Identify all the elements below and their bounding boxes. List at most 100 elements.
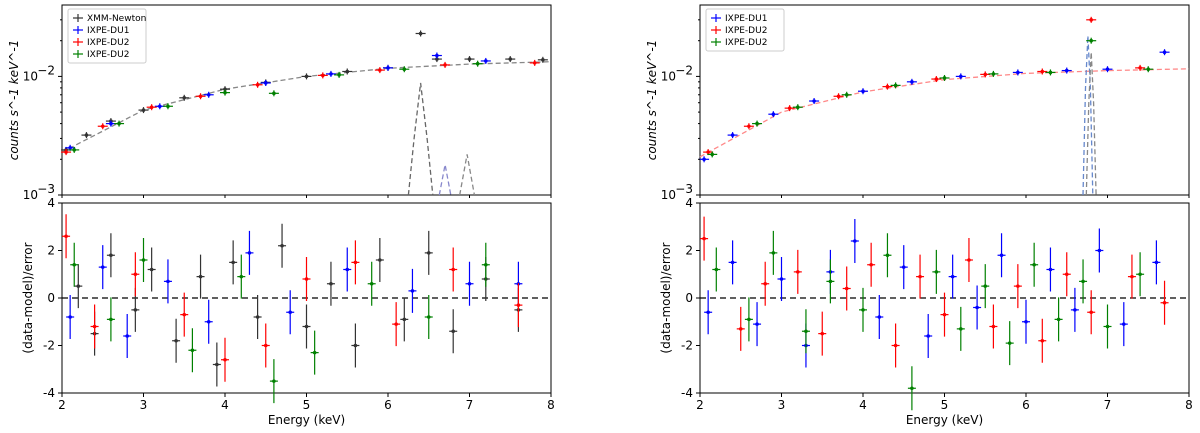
residual-point-point xyxy=(885,253,890,258)
data-point-point xyxy=(484,59,488,63)
residual-point-point xyxy=(272,379,276,383)
data-point-point xyxy=(836,94,841,99)
data-point-point xyxy=(541,58,545,62)
xtick-label: 6 xyxy=(1022,398,1030,412)
residual-point-point xyxy=(182,312,187,317)
residual-point-point xyxy=(223,357,227,362)
residual-point-point xyxy=(231,260,235,265)
residuals-ixpe-du2 xyxy=(62,214,523,382)
data-point-point xyxy=(787,106,792,110)
ytick-exponent: −3 xyxy=(675,182,693,196)
data-point-point xyxy=(710,152,715,157)
residual-point-point xyxy=(942,312,947,317)
residual-point-point xyxy=(1089,310,1093,315)
residual-point-point xyxy=(451,267,456,272)
legend-entry: XMM-Newton xyxy=(87,14,146,24)
residual-point-point xyxy=(100,265,105,269)
residuals-xmm-newton xyxy=(74,223,523,387)
residual-point-point xyxy=(288,310,293,315)
residual-point-point xyxy=(950,274,955,279)
data-point-point xyxy=(1048,70,1053,75)
residual-point-point xyxy=(484,262,488,267)
series-ixpe-du2 xyxy=(703,16,1146,156)
xtick-label: 7 xyxy=(466,398,474,412)
residual-point-point xyxy=(1138,272,1142,277)
data-point-point xyxy=(532,61,537,65)
data-point-point xyxy=(1105,67,1110,72)
data-point-point xyxy=(1089,18,1093,22)
legend-entry: IXPE-DU2 xyxy=(725,26,767,36)
data-point-point xyxy=(100,124,105,129)
residual-point-point xyxy=(1048,267,1053,272)
data-point-point xyxy=(64,150,68,154)
residuals-ixpe-du1 xyxy=(704,219,1161,368)
data-point-point xyxy=(402,67,407,72)
ytick-label: 0 xyxy=(685,291,693,305)
ytick-label: -4 xyxy=(681,386,693,400)
model-line-6.4 xyxy=(407,82,434,196)
residual-point-point xyxy=(76,284,81,288)
residual-point-point xyxy=(714,267,719,272)
xtick-label: 2 xyxy=(58,398,66,412)
residual-point-point xyxy=(763,281,767,286)
xtick-label: 8 xyxy=(547,398,555,412)
legend-entry: IXPE-DU1 xyxy=(725,14,767,24)
legend-frame xyxy=(67,8,147,64)
residual-point-point xyxy=(747,317,751,322)
residual-point-point xyxy=(426,315,431,319)
xtick-label: 4 xyxy=(859,398,867,412)
data-point-point xyxy=(321,73,325,78)
residual-point-point xyxy=(312,350,317,355)
residual-point-point xyxy=(1130,274,1134,279)
residual-point-point xyxy=(109,317,113,322)
data-point-point xyxy=(84,133,89,137)
residual-point-point xyxy=(198,274,203,279)
data-point-point xyxy=(1138,66,1142,70)
data-point-point xyxy=(991,72,996,76)
data-point-point xyxy=(198,94,203,99)
ytick-label: 10 xyxy=(661,188,676,202)
data-point-point xyxy=(345,69,350,74)
data-point-point xyxy=(893,83,898,88)
residual-point-point xyxy=(738,327,743,331)
residual-point-point xyxy=(109,253,113,258)
ytick-label: 10 xyxy=(23,188,38,202)
xtick-label: 5 xyxy=(941,398,949,412)
residual-point-point xyxy=(959,327,963,331)
residual-point-point xyxy=(999,253,1004,258)
data-point-point xyxy=(378,68,382,72)
residual-point-point xyxy=(1162,300,1167,305)
data-point-point xyxy=(730,133,735,137)
residual-point-point xyxy=(1097,248,1102,253)
xtick-label: 2 xyxy=(696,398,704,412)
residual-point-point xyxy=(402,317,407,322)
residual-point-point xyxy=(844,286,849,291)
residual-point-point xyxy=(991,324,996,329)
xtick-label: 8 xyxy=(1185,398,1193,412)
model-line-7.0 xyxy=(459,154,476,196)
legend-entry: IXPE-DU2 xyxy=(87,38,129,48)
legend-entry: IXPE-DU2 xyxy=(87,50,129,60)
ytick-label: 2 xyxy=(47,244,55,258)
residual-point-point xyxy=(133,308,138,312)
series-ixpe-du1 xyxy=(65,52,491,151)
legend: XMM-Newton IXPE-DU1 IXPE-DU2 IXPE-DU2 xyxy=(67,8,147,64)
data-point-point xyxy=(1040,69,1045,74)
data-point-point xyxy=(418,31,423,36)
data-point-point xyxy=(182,96,187,100)
legend-entry: IXPE-DU2 xyxy=(725,38,767,48)
data-point-point xyxy=(304,74,309,79)
residual-point-point xyxy=(910,386,914,391)
residual-point-point xyxy=(149,267,154,272)
residual-point-point xyxy=(1154,260,1159,265)
data-point-point xyxy=(109,121,113,126)
data-point-point xyxy=(812,99,816,103)
data-point-point xyxy=(386,66,390,70)
data-point-point xyxy=(983,72,988,77)
panel-left-residual-axes: -4 -2 0 2 4 2 3 4 5 6 7 8 Energy (keV) (data-model)/e… xyxy=(21,196,555,427)
residual-point-point xyxy=(1122,322,1126,326)
residual-point-point xyxy=(702,236,706,241)
residual-xlabel: Energy (keV) xyxy=(268,413,345,427)
data-point-point xyxy=(337,73,341,77)
